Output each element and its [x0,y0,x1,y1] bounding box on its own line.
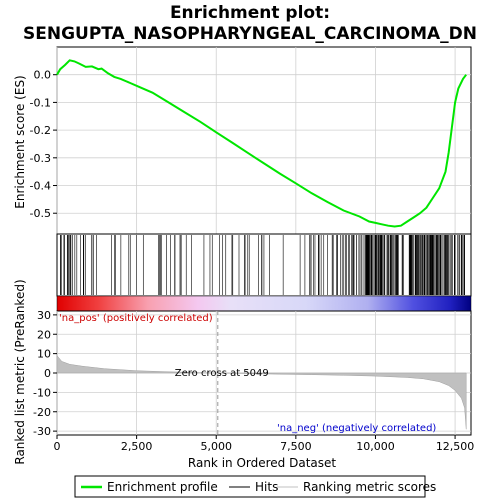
x-tick-label: 2,500 [121,440,153,453]
title-line-1: Enrichment plot: [170,3,330,23]
ranking-metric-area [56,354,467,430]
x-tick-label: 7,500 [280,440,312,453]
legend-es-label: Enrichment profile [107,480,218,494]
hits-panel [56,233,472,297]
legend-metric-label: Ranking metric scores [303,480,436,494]
metric-tick-label: -30 [33,425,51,438]
metric-y-ticks: 30 20 10 0 -10 -20 -30 [33,309,57,438]
es-grid [56,47,471,234]
metric-tick-label: -10 [33,386,51,399]
title-line-2: SENGUPTA_NASOPHARYNGEAL_CARCINOMA_DN [23,24,477,44]
es-tick-label: -0.5 [30,207,51,220]
es-y-label: Enrichment score (ES) [13,75,27,208]
hit-markers [60,235,466,295]
x-tick-label: 0 [54,440,61,453]
es-y-ticks: 0.0 -0.1 -0.2 -0.3 -0.4 -0.5 [30,69,57,220]
es-panel: 0.0 -0.1 -0.2 -0.3 -0.4 -0.5 [30,46,472,235]
x-ticks: 0 2,500 5,000 7,500 10,000 12,500 [54,435,475,453]
metric-y-label: Ranked list metric (PreRanked) [13,279,27,464]
es-profile-line [56,59,467,228]
es-tick-label: -0.4 [30,180,51,193]
metric-tick-label: 0 [44,367,51,380]
es-tick-label: 0.0 [34,69,52,82]
x-tick-label: 10,000 [356,440,395,453]
metric-panel: Zero cross at 5049 'na_pos' (positively … [33,309,472,438]
es-tick-label: -0.1 [30,96,51,109]
es-tick-label: -0.2 [30,124,51,137]
x-tick-label: 5,000 [200,440,232,453]
rank-color-bar [56,295,472,312]
legend: Enrichment profile Hits Ranking metric s… [74,475,436,498]
es-tick-label: -0.3 [30,152,51,165]
x-axis-label: Rank in Ordered Dataset [188,456,336,470]
neg-correlated-label: 'na_neg' (negatively correlated) [277,423,436,434]
es-panel-frame [56,46,472,235]
x-tick-label: 12,500 [436,440,475,453]
metric-tick-label: 10 [37,348,51,361]
zero-cross-label: Zero cross at 5049 [175,368,269,379]
metric-tick-label: 20 [37,328,51,341]
pos-correlated-label: 'na_pos' (positively correlated) [59,313,213,324]
legend-hits-label: Hits [255,480,278,494]
metric-tick-label: 30 [37,309,51,322]
metric-tick-label: -20 [33,406,51,419]
